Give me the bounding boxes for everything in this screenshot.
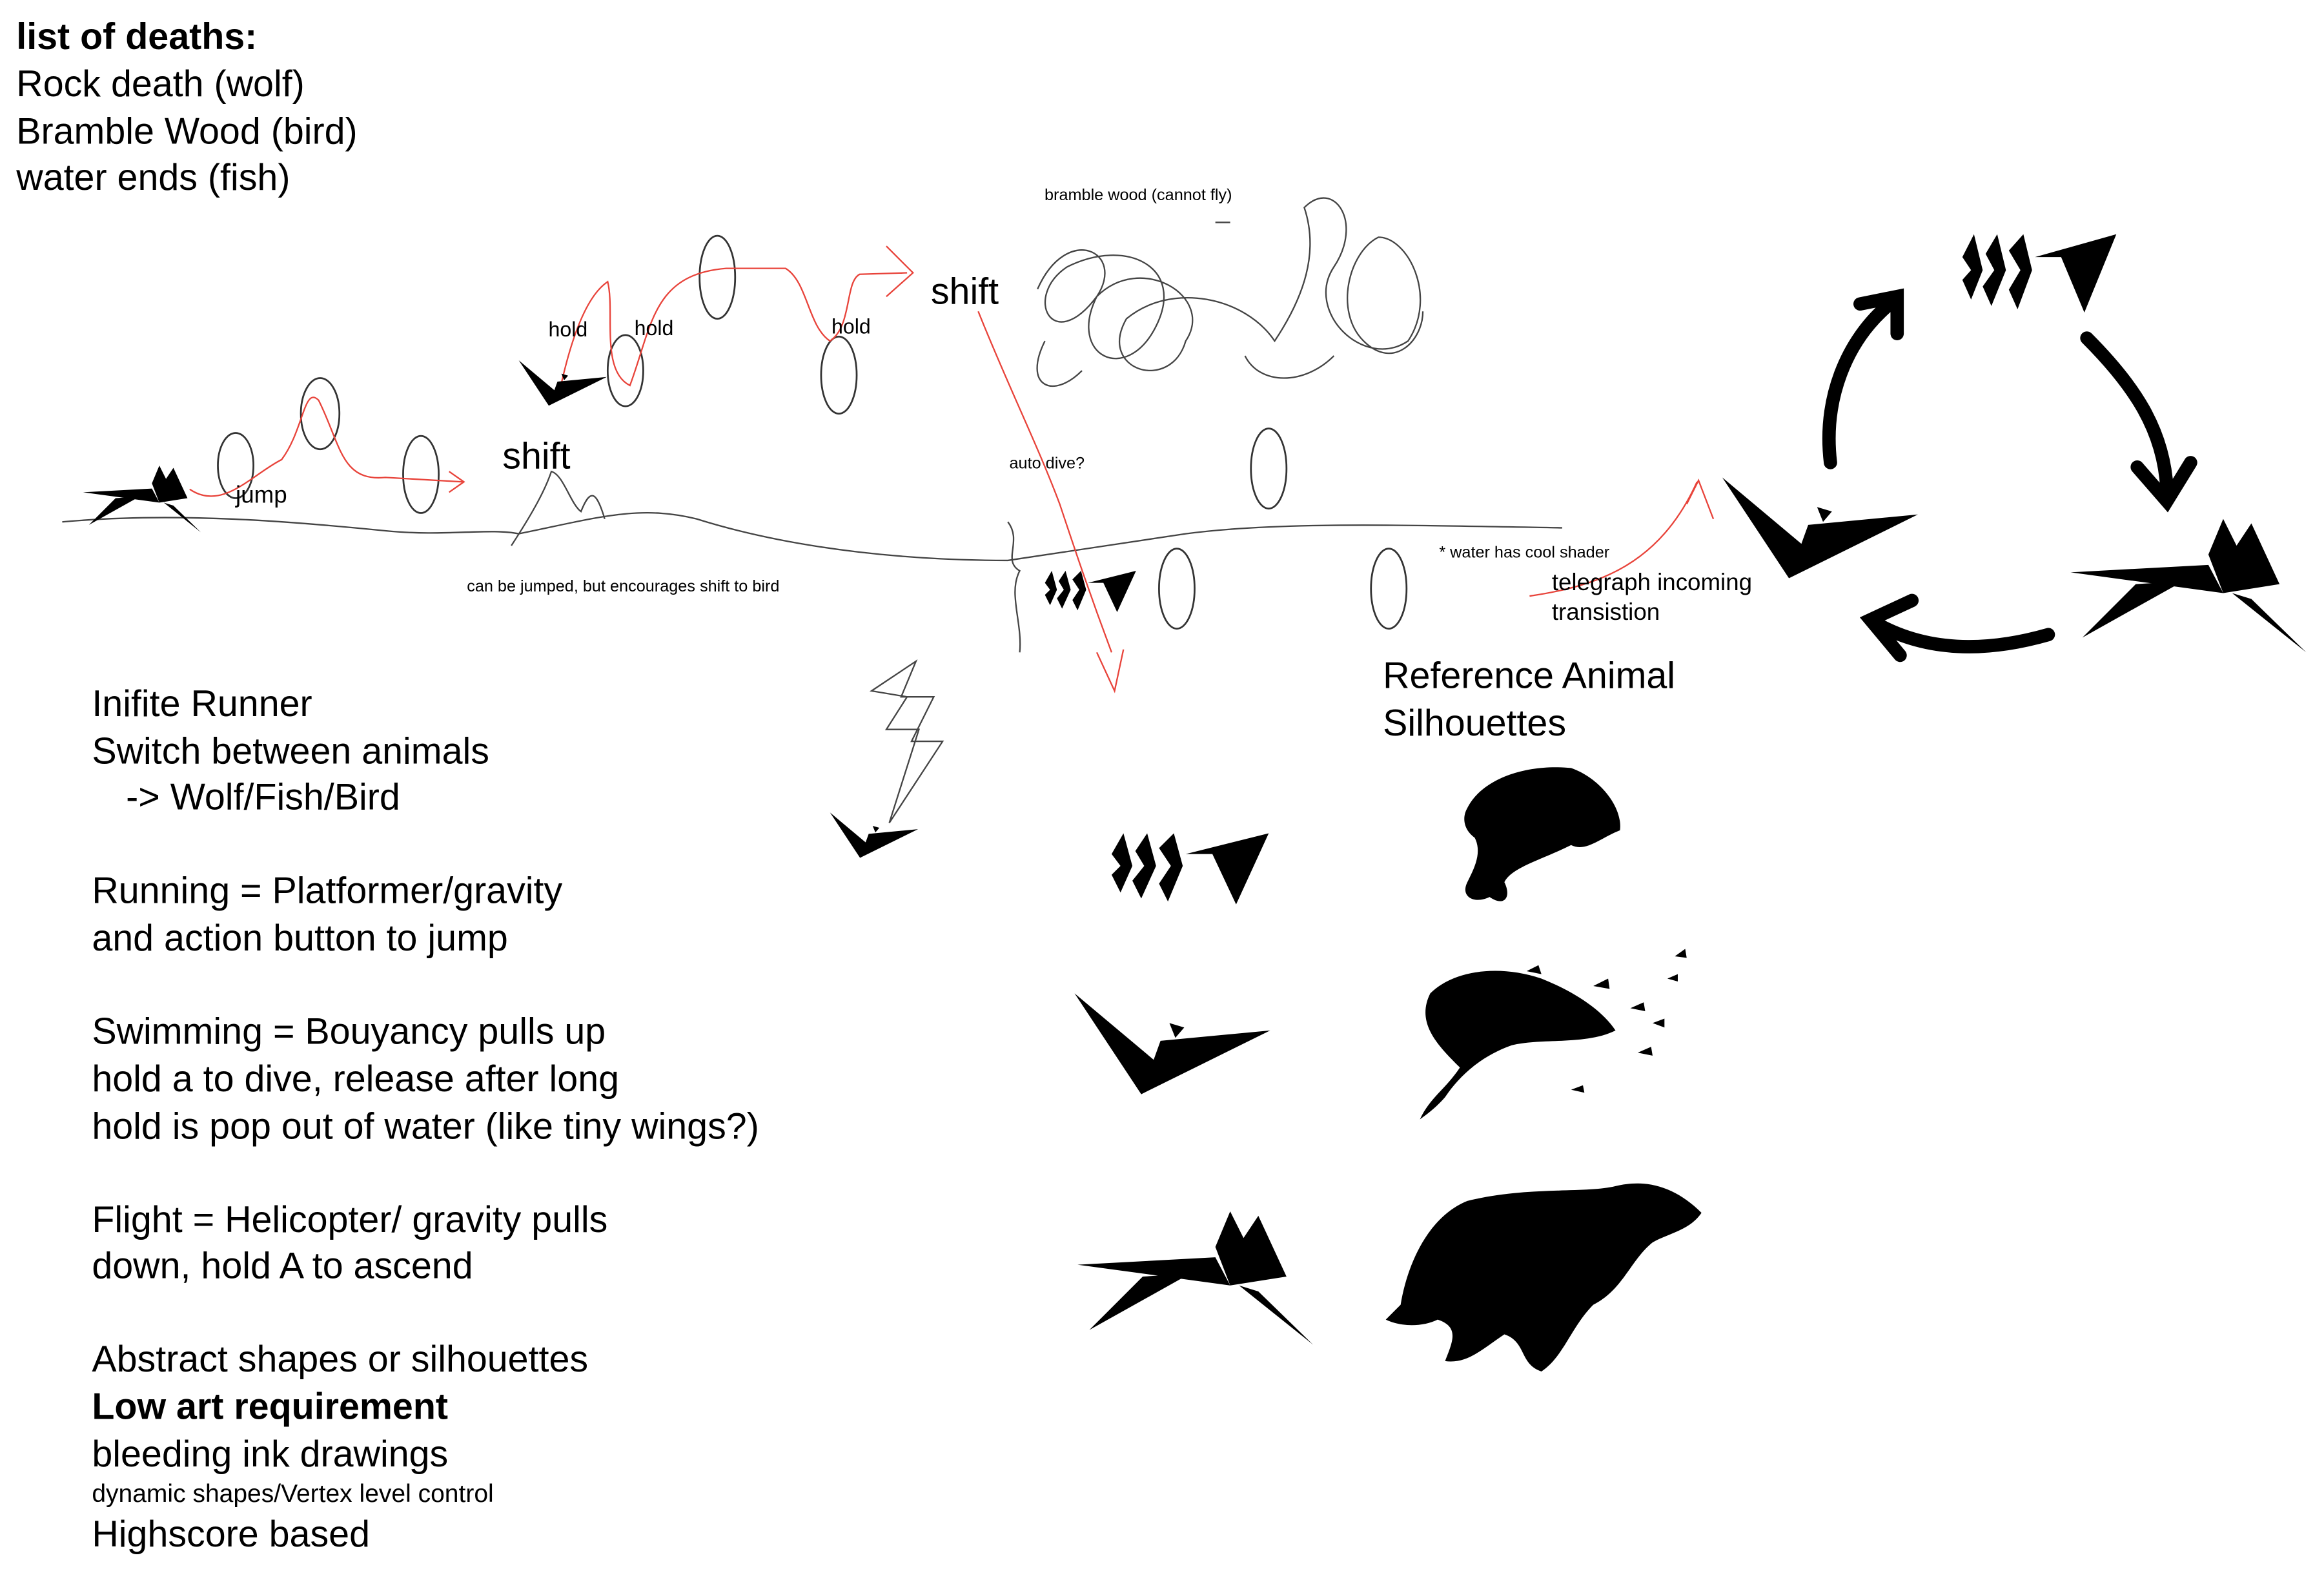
animal-shape — [1077, 1211, 1314, 1345]
note-line: Swimming = Bouyancy pulls up — [92, 1011, 606, 1052]
sketch-stroke — [511, 470, 606, 546]
cycle — [1722, 234, 2307, 663]
sketch-stroke — [217, 234, 1408, 630]
animal-shape — [1045, 571, 1136, 612]
notes: Inifite Runner Switch between animals ->… — [92, 683, 759, 1555]
sketch-stroke — [1822, 288, 1904, 469]
note-line: hold is pop out of water (like tiny wing… — [92, 1105, 759, 1147]
sketch-label: * water has cool shader — [1439, 543, 1609, 561]
sketch-stroke — [1385, 1183, 1702, 1371]
sketch-stroke — [606, 334, 644, 407]
sketch-label: hold — [548, 318, 587, 341]
note-line: -> Wolf/Fish/Bird — [126, 777, 400, 818]
death-item: water ends (fish) — [15, 157, 290, 198]
sketch-label: jump — [235, 481, 287, 508]
sketch-stroke — [62, 511, 1562, 562]
note-line: Low art requirement — [92, 1386, 448, 1427]
reference: Reference Animal Silhouettes — [1383, 655, 1702, 1371]
sketch-label: hold — [831, 315, 871, 338]
sketch-stroke — [1464, 767, 1620, 901]
sketch-stroke — [189, 396, 465, 497]
sketch-stroke — [869, 659, 944, 823]
deaths: list of deaths: Rock death (wolf) Brambl… — [15, 16, 357, 198]
reference-title: Silhouettes — [1383, 703, 1566, 744]
note-line: and action button to jump — [92, 918, 507, 959]
animal-shape — [1074, 993, 1270, 1094]
sketch-stroke — [1420, 971, 1616, 1120]
sketch-stroke — [559, 245, 914, 389]
sketch-label: can be jumped, but encourages shift to b… — [467, 577, 779, 595]
animal-shape — [1722, 477, 1918, 579]
sketch: bramble wood (cannot fly) shift hold hol… — [62, 186, 1752, 858]
sketch-stroke — [1036, 197, 1424, 387]
shape-examples — [1074, 833, 1314, 1345]
sketch-label: bramble wood (cannot fly) — [1045, 186, 1232, 204]
sketch-label: shift — [931, 271, 999, 313]
sketch-stroke — [300, 377, 341, 451]
animal-shape — [83, 465, 201, 533]
note-line: dynamic shapes/Vertex level control — [92, 1480, 493, 1508]
note-line: bleeding ink drawings — [92, 1433, 448, 1475]
sketch-label: auto dive? — [1010, 455, 1085, 473]
reference-title: Reference Animal — [1383, 655, 1675, 696]
sketch-stroke — [1370, 548, 1408, 630]
sketch-stroke — [1529, 478, 1715, 597]
sketch-stroke — [698, 234, 737, 320]
sketch-stroke — [217, 432, 254, 499]
death-item: Bramble Wood (bird) — [16, 111, 357, 152]
sketch-label: telegraph incoming — [1552, 569, 1752, 595]
animal-shape — [2070, 519, 2307, 653]
sketch-label: shift — [502, 436, 570, 477]
sketch-stroke — [1250, 427, 1288, 509]
note-line: Abstract shapes or silhouettes — [92, 1339, 588, 1380]
animal-shape — [1111, 833, 1269, 905]
animal-shape — [1962, 234, 2117, 313]
note-line: hold a to dive, release after long — [92, 1058, 619, 1100]
note-line: Flight = Helicopter/ gravity pulls — [92, 1199, 607, 1240]
sketch-label: transistion — [1552, 599, 1660, 625]
note-line: Highscore based — [92, 1514, 370, 1555]
sketch-stroke — [1158, 548, 1196, 630]
sketch-label: hold — [635, 316, 674, 340]
note-line: Inifite Runner — [92, 683, 312, 724]
deaths-title: list of deaths: — [16, 16, 257, 57]
sketch-stroke — [1007, 521, 1021, 653]
sketch-stroke — [1859, 593, 2055, 663]
note-line: Switch between animals — [92, 731, 489, 772]
sketch-stroke — [402, 435, 440, 514]
sketch-stroke — [2080, 331, 2197, 513]
note-line: Running = Platformer/gravity — [92, 870, 562, 911]
sketch-stroke — [820, 335, 858, 415]
sketch-stroke — [977, 311, 1125, 693]
animal-shape — [518, 360, 607, 406]
death-item: Rock death (wolf) — [16, 63, 305, 105]
animal-shape — [830, 812, 919, 858]
note-line: down, hold A to ascend — [92, 1245, 473, 1286]
